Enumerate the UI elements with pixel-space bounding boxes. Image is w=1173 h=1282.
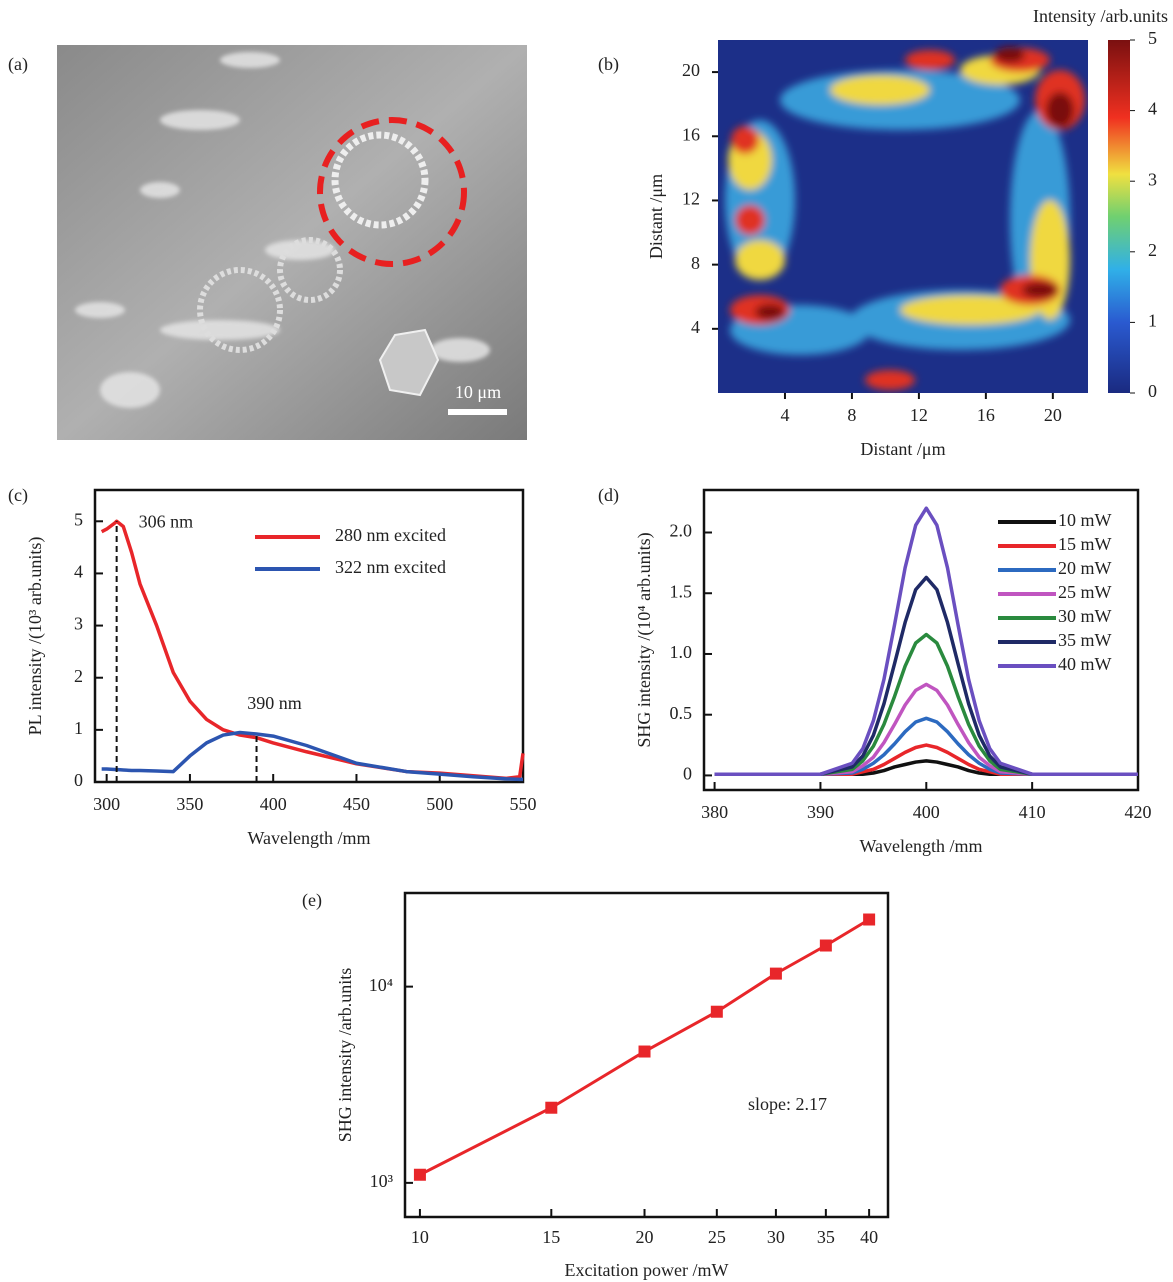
colorbar-tick-label: 4	[1148, 99, 1157, 119]
annotation-label: slope: 2.17	[748, 1094, 827, 1114]
y-tick-label: 1.5	[670, 581, 693, 601]
data-point	[638, 1045, 651, 1058]
y-tick-label: 16	[682, 124, 700, 144]
series-line	[714, 632, 1138, 776]
legend-label: 30 mW	[1058, 606, 1112, 626]
y-tick-label: 8	[691, 253, 700, 273]
series-line	[714, 682, 1138, 776]
x-tick-label: 4	[780, 405, 789, 425]
x-tick-label: 400	[913, 802, 940, 822]
x-axis-title: Wavelength /mm	[859, 836, 982, 856]
y-tick-label: 12	[682, 189, 700, 209]
x-axis-title: Distant /μm	[860, 439, 945, 459]
heatmap-image	[718, 40, 1088, 393]
panel-label: (c)	[8, 485, 28, 506]
y-axis-title: PL intensity /(10³ arb.units)	[25, 537, 46, 736]
x-axis-title: Wavelength /mm	[247, 828, 370, 848]
data-point	[769, 967, 782, 980]
x-axis-title: Excitation power /mW	[565, 1260, 729, 1280]
y-tick-label: 4	[74, 562, 83, 582]
x-tick-label: 20	[1044, 405, 1062, 425]
x-tick-label: 35	[817, 1227, 835, 1247]
series-line	[714, 716, 1138, 776]
x-tick-label: 300	[93, 794, 120, 814]
y-tick-label: 1.0	[670, 642, 693, 662]
y-tick-label: 0	[683, 764, 692, 784]
colorbar-tick-label: 2	[1148, 240, 1157, 260]
plot-frame	[702, 488, 1140, 792]
series-line	[714, 506, 1138, 776]
x-tick-label: 16	[977, 405, 995, 425]
data-point	[545, 1101, 558, 1114]
x-tick-label: 450	[343, 794, 370, 814]
panel-label: (d)	[598, 485, 619, 506]
x-tick-label: 550	[510, 794, 537, 814]
x-tick-label: 420	[1125, 802, 1152, 822]
sem-image: 10 μm	[57, 45, 527, 440]
legend-label: 322 nm excited	[335, 557, 446, 577]
colorbar-title: Intensity /arb.units	[1033, 6, 1168, 26]
y-tick-label: 20	[682, 60, 700, 80]
y-tick-label: 10⁴	[369, 975, 393, 995]
x-tick-label: 20	[636, 1227, 654, 1247]
plot-frame	[403, 891, 890, 1219]
y-tick-label: 4	[691, 317, 700, 337]
x-tick-label: 10	[411, 1227, 429, 1247]
plot-frame	[93, 488, 525, 784]
annotation-label: 306 nm	[139, 511, 194, 531]
y-axis-title: SHG intensity /(10⁴ arb.units)	[634, 532, 655, 747]
legend-label: 25 mW	[1058, 582, 1112, 602]
colorbar-tick-label: 0	[1148, 381, 1157, 401]
colorbar-tick-label: 1	[1148, 311, 1157, 331]
x-tick-label: 350	[176, 794, 203, 814]
y-axis-title: SHG intensity /arb.units	[335, 968, 355, 1143]
legend-label: 280 nm excited	[335, 525, 446, 545]
colorbar	[1108, 40, 1130, 393]
legend-label: 15 mW	[1058, 534, 1112, 554]
x-tick-label: 8	[847, 405, 856, 425]
panel-label: (a)	[8, 54, 28, 75]
x-tick-label: 500	[426, 794, 453, 814]
data-point	[710, 1005, 723, 1018]
panel-label: (e)	[302, 890, 322, 911]
panel-label: (b)	[598, 54, 619, 75]
data-point	[819, 939, 832, 952]
scale-bar-label: 10 μm	[455, 382, 501, 402]
y-tick-label: 2	[74, 666, 83, 686]
y-tick-label: 1	[74, 718, 83, 738]
x-tick-label: 390	[807, 802, 834, 822]
series-line	[101, 730, 523, 782]
legend-label: 20 mW	[1058, 558, 1112, 578]
series-line	[714, 575, 1138, 776]
y-tick-label: 0	[74, 770, 83, 790]
x-tick-label: 15	[542, 1227, 560, 1247]
series-line	[714, 759, 1138, 776]
y-tick-label: 2.0	[670, 521, 693, 541]
y-tick-label: 5	[74, 509, 83, 529]
annotation-label: 390 nm	[247, 693, 302, 713]
data-point	[413, 1168, 426, 1181]
x-tick-label: 400	[260, 794, 287, 814]
x-tick-label: 410	[1019, 802, 1046, 822]
y-tick-label: 10³	[370, 1171, 394, 1191]
series-line	[100, 519, 525, 781]
x-tick-label: 40	[860, 1227, 878, 1247]
x-tick-label: 30	[767, 1227, 785, 1247]
x-tick-label: 25	[708, 1227, 726, 1247]
legend-label: 40 mW	[1058, 654, 1112, 674]
x-tick-label: 12	[910, 405, 928, 425]
data-point	[863, 913, 876, 926]
y-tick-label: 0.5	[670, 703, 693, 723]
x-tick-label: 380	[701, 802, 728, 822]
y-tick-label: 3	[74, 614, 83, 634]
legend-label: 35 mW	[1058, 630, 1112, 650]
colorbar-tick-label: 5	[1148, 28, 1157, 48]
legend-label: 10 mW	[1058, 510, 1112, 530]
colorbar-tick-label: 3	[1148, 169, 1157, 189]
y-axis-title: Distant /μm	[646, 174, 666, 259]
